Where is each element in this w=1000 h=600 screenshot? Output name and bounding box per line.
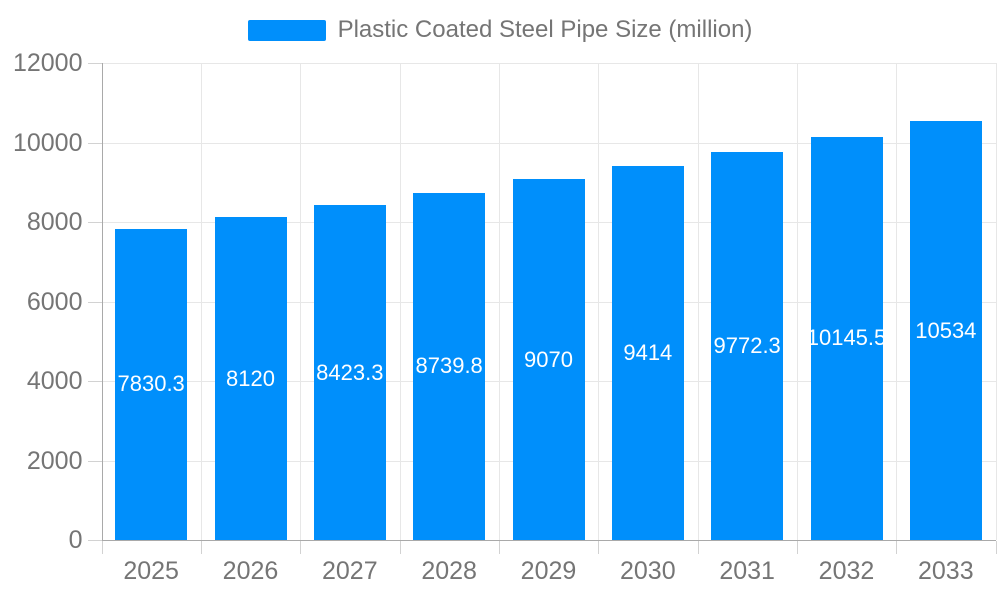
v-gridline [598, 63, 600, 540]
bar[interactable]: 9772.3 [711, 151, 784, 540]
x-tick [101, 541, 103, 554]
v-gridline [399, 63, 401, 540]
y-tick [87, 63, 102, 64]
x-axis-line [87, 540, 996, 541]
bar-value-label: 10145.5 [810, 325, 883, 351]
y-tick-label: 6000 [26, 287, 83, 316]
x-tick [598, 541, 600, 554]
y-tick-label: 4000 [26, 367, 83, 395]
x-tick-label: 2030 [620, 557, 676, 585]
bar-value-label: 9414 [623, 339, 673, 365]
legend[interactable]: Plastic Coated Steel Pipe Size (million) [0, 17, 1000, 43]
bar[interactable]: 9070 [512, 179, 585, 540]
v-gridline [995, 63, 997, 540]
x-tick [399, 541, 401, 554]
y-tick-label: 10000 [12, 128, 83, 157]
v-gridline [498, 63, 500, 540]
y-tick-label: 12000 [12, 49, 83, 77]
x-tick-label: 2027 [322, 557, 378, 585]
bar[interactable]: 8120 [214, 217, 287, 540]
y-tick [87, 460, 102, 462]
y-axis-line [101, 63, 103, 540]
v-gridline [200, 63, 202, 540]
bar[interactable]: 8739.8 [413, 192, 486, 540]
x-tick-label: 2026 [222, 557, 279, 585]
bar-value-label: 8739.8 [415, 353, 483, 379]
x-tick [796, 541, 798, 554]
bar[interactable]: 9414 [611, 165, 684, 540]
bar-value-label: 9070 [524, 346, 573, 372]
x-tick-label: 2032 [818, 557, 875, 585]
bar[interactable]: 10534 [909, 121, 982, 540]
legend-marker-icon [247, 19, 326, 41]
y-tick [87, 142, 102, 144]
h-gridline [87, 142, 996, 144]
y-tick [87, 222, 102, 223]
x-tick-label: 2029 [520, 557, 577, 585]
bar[interactable]: 8423.3 [313, 205, 386, 540]
x-tick [995, 541, 997, 554]
bar[interactable]: 10145.5 [810, 136, 883, 540]
bar-value-label: 8423.3 [316, 359, 384, 385]
bar-value-label: 10534 [915, 317, 977, 343]
x-tick-label: 2031 [719, 557, 775, 585]
y-tick [87, 540, 102, 541]
x-tick-label: 2028 [421, 557, 477, 585]
x-tick [896, 541, 898, 554]
x-tick-label: 2033 [918, 557, 974, 585]
bar-value-label: 9772.3 [713, 332, 781, 358]
v-gridline [896, 63, 898, 540]
v-gridline [300, 63, 302, 540]
bar-value-label: 7830.3 [117, 371, 185, 397]
y-tick-label: 8000 [26, 208, 83, 236]
bar[interactable]: 7830.3 [115, 228, 188, 540]
v-gridline [697, 63, 699, 540]
legend-label: Plastic Coated Steel Pipe Size (million) [337, 16, 753, 43]
y-tick-label: 0 [68, 526, 83, 554]
y-tick [87, 381, 102, 382]
x-tick [200, 541, 202, 554]
h-gridline [87, 63, 996, 64]
x-tick [300, 541, 302, 554]
x-tick [697, 541, 699, 554]
y-tick [87, 301, 102, 303]
v-gridline [796, 63, 798, 540]
bar-value-label: 8120 [226, 365, 275, 391]
x-tick-label: 2025 [123, 557, 179, 585]
x-tick [498, 541, 500, 554]
y-tick-label: 2000 [26, 446, 83, 475]
